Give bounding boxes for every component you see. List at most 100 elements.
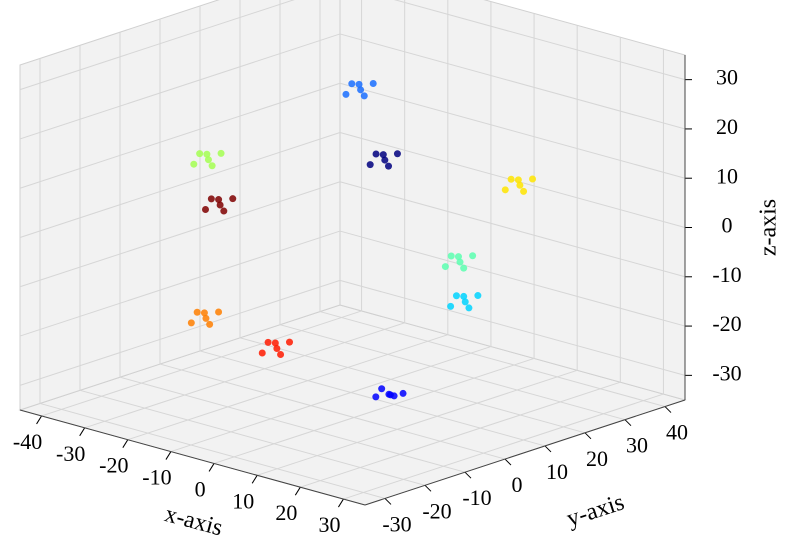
point bbox=[217, 149, 225, 157]
point bbox=[200, 309, 208, 317]
tick-mark bbox=[122, 439, 129, 448]
tick-mark bbox=[664, 406, 672, 413]
point bbox=[342, 90, 350, 98]
grid-line bbox=[319, 311, 666, 408]
z-tick-label: -20 bbox=[712, 311, 741, 336]
point bbox=[447, 252, 455, 260]
point bbox=[216, 201, 224, 209]
grid-line bbox=[339, 82, 686, 179]
point bbox=[206, 320, 214, 328]
point bbox=[372, 393, 380, 401]
grid-line bbox=[19, 230, 341, 337]
point bbox=[202, 206, 209, 214]
x-tick-label: 20 bbox=[275, 500, 297, 525]
grid-line bbox=[239, 337, 586, 434]
grid-line bbox=[19, 0, 295, 91]
point bbox=[474, 292, 482, 300]
grid-line bbox=[339, 33, 686, 130]
point bbox=[529, 175, 537, 183]
point bbox=[372, 150, 380, 158]
y-tick-label: 20 bbox=[586, 446, 608, 471]
point bbox=[454, 253, 462, 261]
z-tick-label: 20 bbox=[716, 114, 738, 139]
axis-line bbox=[364, 399, 686, 506]
z-axis-label: z-axis bbox=[756, 199, 782, 256]
y-tick-label: 40 bbox=[666, 420, 688, 445]
tick-mark bbox=[544, 445, 552, 453]
point bbox=[452, 292, 460, 300]
grid-line bbox=[279, 324, 626, 421]
x-tick-label: -10 bbox=[142, 465, 171, 490]
tick-mark bbox=[384, 498, 392, 505]
y-tick-label: 10 bbox=[546, 459, 568, 484]
grid-line bbox=[19, 181, 341, 288]
point bbox=[273, 344, 281, 352]
point bbox=[271, 339, 279, 347]
tick-mark bbox=[584, 432, 592, 440]
grid-line bbox=[127, 334, 448, 441]
z-tick-label: -30 bbox=[712, 360, 741, 385]
point bbox=[360, 92, 368, 100]
grid-line bbox=[19, 132, 341, 238]
point bbox=[379, 151, 387, 159]
tick-mark bbox=[208, 463, 215, 472]
x-tick-label: -20 bbox=[99, 453, 128, 478]
point bbox=[456, 258, 464, 266]
y-tick-label: -10 bbox=[462, 485, 491, 510]
point bbox=[514, 176, 522, 184]
grid-line bbox=[257, 369, 578, 476]
point bbox=[465, 304, 473, 312]
point bbox=[378, 385, 386, 393]
tick-mark bbox=[165, 451, 172, 460]
point bbox=[461, 298, 469, 306]
y-axis-label: y-axis bbox=[564, 489, 628, 532]
point bbox=[381, 156, 389, 164]
grid-line bbox=[339, 230, 686, 327]
y-tick-label: -20 bbox=[422, 498, 451, 523]
z-tick-label: 0 bbox=[722, 213, 733, 238]
point bbox=[355, 80, 363, 88]
point bbox=[390, 392, 398, 400]
axis-line bbox=[19, 409, 366, 506]
y-tick-label: 0 bbox=[512, 472, 523, 497]
tick-mark bbox=[36, 415, 42, 425]
x-tick-label: 0 bbox=[195, 476, 206, 501]
point bbox=[196, 150, 204, 158]
point bbox=[207, 195, 215, 203]
grid-line bbox=[339, 279, 686, 376]
y-tick-label: 30 bbox=[626, 433, 648, 458]
point bbox=[277, 351, 285, 359]
point bbox=[393, 150, 401, 158]
point bbox=[441, 263, 449, 271]
point bbox=[460, 264, 468, 272]
point bbox=[202, 314, 210, 322]
grid-line bbox=[19, 279, 341, 386]
grid-line bbox=[84, 322, 405, 429]
point bbox=[203, 150, 211, 158]
point bbox=[348, 80, 356, 88]
x-tick-label: 30 bbox=[318, 512, 340, 537]
tick-mark bbox=[251, 475, 258, 484]
grid-line bbox=[339, 181, 686, 278]
point bbox=[215, 196, 223, 204]
grid-line bbox=[213, 357, 535, 464]
grid-line bbox=[393, 0, 686, 81]
point bbox=[286, 338, 293, 346]
point bbox=[507, 175, 515, 183]
point bbox=[469, 252, 477, 260]
point bbox=[366, 161, 374, 169]
point bbox=[520, 187, 528, 195]
point bbox=[501, 186, 509, 194]
point bbox=[385, 162, 393, 170]
point bbox=[258, 349, 266, 357]
grid-line bbox=[199, 350, 546, 447]
point bbox=[369, 80, 377, 88]
x-tick-label: -40 bbox=[13, 429, 42, 454]
point bbox=[447, 302, 455, 310]
grid-line bbox=[79, 389, 426, 486]
z-tick-label: -10 bbox=[712, 262, 741, 287]
y-tick-label: -30 bbox=[382, 511, 411, 536]
point bbox=[516, 181, 524, 189]
tick-mark bbox=[504, 458, 512, 466]
point bbox=[193, 308, 201, 316]
